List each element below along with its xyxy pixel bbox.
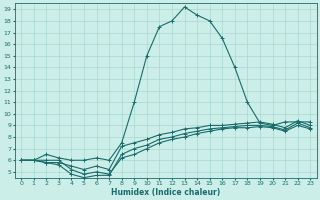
X-axis label: Humidex (Indice chaleur): Humidex (Indice chaleur): [111, 188, 220, 197]
